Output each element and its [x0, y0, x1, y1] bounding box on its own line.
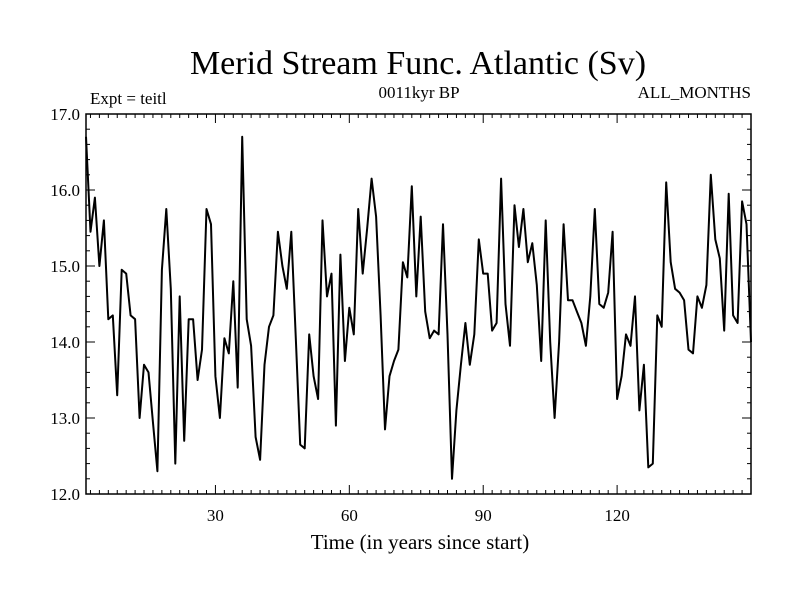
axis-tick-labels: 30 60 90 120 12.0 13.0 14.0 15.0 16.0 17.0	[50, 105, 630, 525]
x-tick-label: 120	[604, 506, 630, 525]
y-tick-label: 16.0	[50, 181, 80, 200]
y-tick-label: 15.0	[50, 257, 80, 276]
series-layer	[85, 135, 752, 480]
y-tick-label: 12.0	[50, 485, 80, 504]
x-tick-label: 30	[207, 506, 224, 525]
months-label: ALL_MONTHS	[638, 83, 751, 102]
plot-frame	[85, 113, 752, 495]
chart-subtitle: 0011kyr BP	[378, 83, 459, 102]
y-tick-label: 14.0	[50, 333, 80, 352]
experiment-label: Expt = teitl	[90, 89, 167, 108]
x-axis-label: Time (in years since start)	[311, 530, 530, 554]
x-tick-label: 60	[341, 506, 358, 525]
axis-ticks	[86, 113, 752, 495]
chart-title: Merid Stream Func. Atlantic (Sv)	[190, 45, 646, 82]
x-tick-label: 90	[475, 506, 492, 525]
y-tick-label: 17.0	[50, 105, 80, 124]
y-tick-label: 13.0	[50, 409, 80, 428]
series-line	[85, 135, 752, 480]
